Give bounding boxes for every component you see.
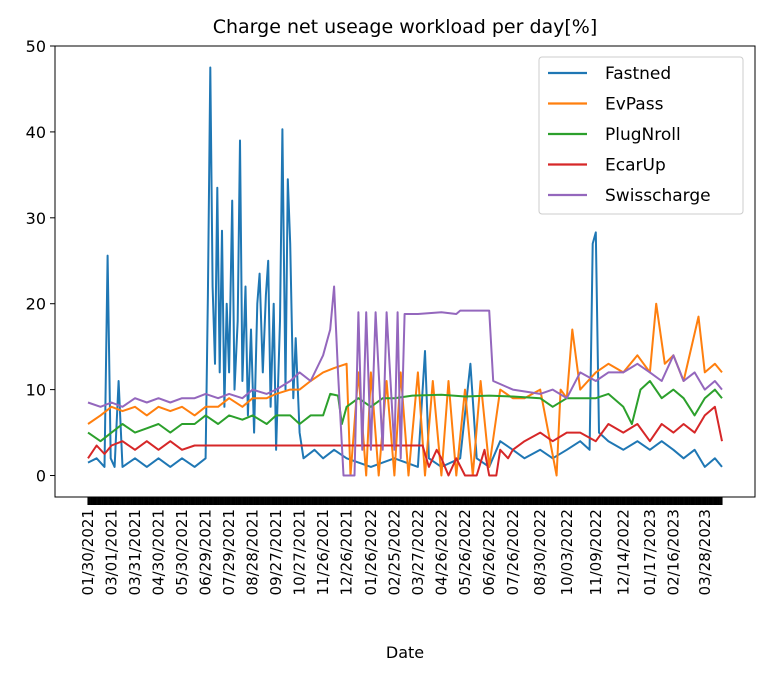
x-tick-label: 10/27/2021 bbox=[291, 509, 309, 595]
x-axis: 01/30/2021 03/01/2021 03/31/2021 04/30/2021… bbox=[79, 497, 723, 595]
y-axis: 0 10 20 30 40 50 bbox=[26, 37, 55, 486]
x-tick-label: 12/14/2022 bbox=[614, 509, 632, 595]
series-line-evpass bbox=[87, 302, 723, 477]
x-tick-label: 02/25/2022 bbox=[385, 509, 403, 595]
x-tick-label: 03/28/2023 bbox=[696, 509, 714, 595]
x-tick-label: 03/27/2022 bbox=[409, 509, 427, 595]
x-tick-label: 01/30/2021 bbox=[79, 509, 97, 595]
plot-lines bbox=[87, 66, 723, 477]
legend-label: EvPass bbox=[605, 95, 664, 115]
y-tick-label: 10 bbox=[26, 381, 46, 400]
x-tick-label: 09/27/2021 bbox=[267, 509, 285, 595]
x-tick-label: 03/31/2021 bbox=[126, 509, 144, 595]
y-tick-label: 0 bbox=[36, 467, 46, 486]
x-tick-label: 10/03/2022 bbox=[558, 509, 576, 595]
x-tick-label: 08/28/2021 bbox=[244, 509, 262, 595]
x-tick-label: 03/01/2021 bbox=[103, 509, 121, 595]
x-tick-label: 12/26/2021 bbox=[338, 509, 356, 595]
x-tick-label: 02/16/2023 bbox=[664, 509, 682, 595]
x-tick-label: 11/26/2021 bbox=[314, 509, 332, 595]
series-line-plugnroll bbox=[87, 380, 723, 443]
legend-label: PlugNroll bbox=[605, 125, 681, 145]
x-tick-label: 01/26/2022 bbox=[362, 509, 380, 595]
x-axis-label: Date bbox=[386, 643, 424, 662]
x-tick-label: 06/26/2022 bbox=[480, 509, 498, 595]
legend-label: Fastned bbox=[605, 64, 671, 84]
legend-label: EcarUp bbox=[605, 156, 666, 176]
x-tick-label: 07/26/2022 bbox=[504, 509, 522, 595]
series-line-fastned bbox=[87, 66, 723, 468]
chart-title: Charge net useage workload per day[%] bbox=[213, 16, 598, 38]
series-line-swisscharge bbox=[87, 285, 723, 477]
y-tick-label: 50 bbox=[26, 37, 46, 56]
y-tick-label: 20 bbox=[26, 295, 46, 314]
x-tick-label: 04/30/2021 bbox=[150, 509, 168, 595]
x-tick-label: 06/29/2021 bbox=[197, 509, 215, 595]
x-tick-label: 05/26/2022 bbox=[456, 509, 474, 595]
y-tick-label: 30 bbox=[26, 209, 46, 228]
x-tick-label: 08/30/2022 bbox=[531, 509, 549, 595]
x-tick-label: 05/30/2021 bbox=[173, 509, 191, 595]
x-tick-label: 11/09/2022 bbox=[587, 509, 605, 595]
x-tick-label: 01/17/2023 bbox=[641, 509, 659, 595]
legend: Fastned EvPass PlugNroll EcarUp Swisscharge bbox=[538, 56, 744, 215]
x-tick-label: 07/29/2021 bbox=[220, 509, 238, 595]
x-tick-label: 04/26/2022 bbox=[432, 509, 450, 595]
x-daily-tick-band bbox=[87, 497, 723, 505]
series-line-ecarup bbox=[87, 405, 723, 477]
y-tick-label: 40 bbox=[26, 123, 46, 142]
legend-box bbox=[538, 56, 744, 215]
legend-label: Swisscharge bbox=[605, 186, 711, 206]
